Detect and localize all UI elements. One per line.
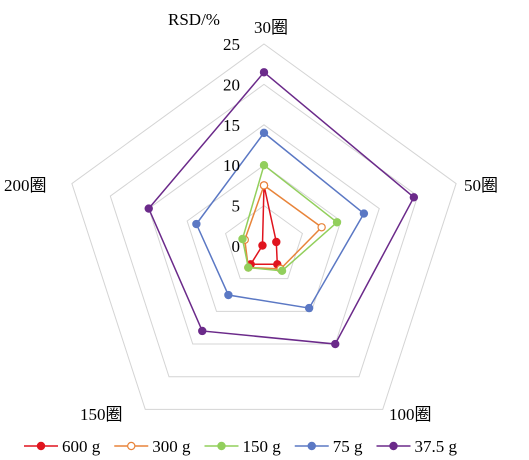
legend-swatch-marker-2 [217, 441, 226, 451]
grid-ring-10 [186, 164, 342, 312]
tick-label-25: 25 [223, 35, 240, 54]
tick-label-20: 20 [223, 75, 240, 94]
series-line-3 [195, 131, 365, 309]
legend-label-0: 600 g [62, 437, 101, 456]
data-point-3-3 [224, 290, 233, 300]
series-4 [144, 68, 419, 349]
series-line-2 [241, 163, 339, 272]
legend-swatch-marker-4 [389, 441, 398, 451]
axis-title: RSD/% [168, 10, 220, 29]
series-3 [192, 128, 369, 313]
legend-label-3: 75 g [333, 437, 363, 456]
data-point-0-1 [272, 237, 281, 247]
legend-label-1: 300 g [152, 437, 191, 456]
data-point-3-0 [259, 128, 269, 138]
data-point-2-0 [259, 160, 269, 170]
data-point-4-0 [259, 68, 269, 77]
data-point-0-4 [258, 241, 267, 250]
category-label-50: 50圈 [464, 176, 498, 195]
legend-item-4: 37.5 g [376, 437, 458, 456]
grid-ring-5 [224, 204, 304, 280]
category-label-30: 30圈 [254, 18, 288, 37]
data-point-3-2 [304, 303, 314, 313]
data-point-2-3 [244, 263, 253, 272]
legend-item-3: 75 g [294, 437, 363, 456]
radar-series [144, 68, 419, 349]
tick-label-0: 0 [232, 237, 241, 256]
legend-swatch-marker-1 [127, 441, 136, 451]
legend-item-1: 300 g [114, 437, 191, 456]
data-point-4-2 [331, 339, 340, 349]
data-point-4-3 [198, 326, 207, 336]
series-line-4 [147, 71, 415, 345]
tick-label-10: 10 [223, 156, 240, 175]
grid-ring-15 [148, 124, 380, 345]
data-point-4-4 [144, 204, 153, 213]
grid-ring-20 [109, 83, 419, 378]
data-point-3-1 [359, 209, 369, 218]
tick-label-5: 5 [232, 197, 241, 216]
category-label-100: 100圈 [389, 405, 432, 424]
data-point-2-4 [238, 234, 247, 244]
grid-ring-25 [71, 43, 457, 410]
radial-tick-labels: 0 5 10 15 20 25 [223, 35, 240, 256]
series-line-1 [244, 184, 323, 270]
legend-swatch-marker-3 [307, 441, 316, 451]
legend-swatch-marker-0 [36, 441, 46, 451]
data-point-2-2 [277, 266, 287, 276]
series-line-0 [249, 185, 279, 266]
category-label-200: 200圈 [4, 176, 47, 195]
data-point-3-4 [192, 219, 201, 229]
category-label-150: 150圈 [80, 405, 123, 424]
legend-item-2: 150 g [204, 437, 282, 456]
tick-label-15: 15 [223, 116, 240, 135]
data-point-4-1 [409, 193, 419, 202]
legend-label-2: 150 g [243, 437, 282, 456]
legend: 600 g 300 g 150 g 75 g 37.5 g [24, 437, 458, 456]
radar-grid [71, 43, 457, 410]
data-point-1-1 [317, 223, 326, 232]
data-point-1-0 [259, 181, 269, 190]
series-2 [238, 160, 342, 276]
legend-label-4: 37.5 g [415, 437, 458, 456]
data-point-2-1 [332, 218, 342, 227]
legend-item-0: 600 g [24, 437, 101, 456]
